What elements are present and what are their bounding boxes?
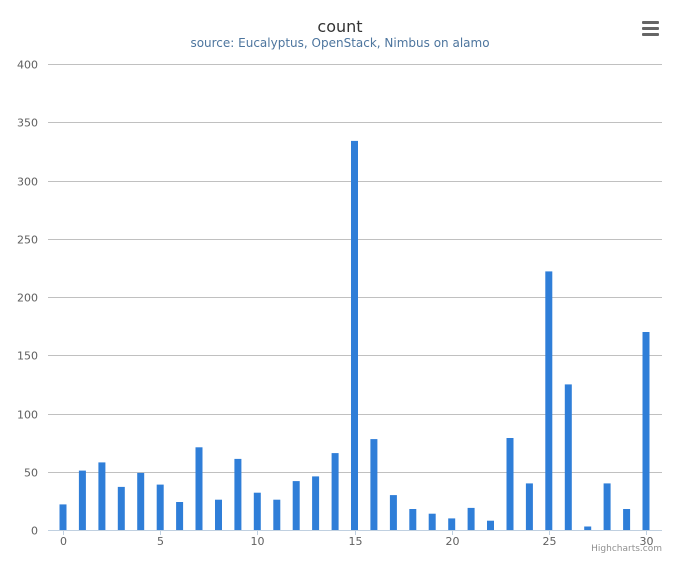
x-tick-label: 25 bbox=[543, 535, 557, 548]
bar bbox=[331, 453, 339, 530]
bar bbox=[389, 495, 397, 530]
bar bbox=[545, 271, 553, 530]
bar bbox=[409, 509, 417, 530]
bar bbox=[448, 518, 456, 530]
y-tick-label: 50 bbox=[24, 467, 38, 480]
bar bbox=[351, 140, 358, 530]
bar bbox=[156, 484, 164, 530]
y-tick-label: 400 bbox=[17, 59, 38, 72]
bars bbox=[59, 140, 650, 530]
y-axis-labels: 0 50 100 150 200 250 300 350 400 bbox=[17, 59, 38, 538]
x-tick-label: 15 bbox=[349, 535, 363, 548]
bar bbox=[253, 492, 261, 530]
x-tick-label: 0 bbox=[60, 535, 67, 548]
y-tick-label: 100 bbox=[17, 409, 38, 422]
bar bbox=[292, 481, 300, 530]
x-tick-label: 5 bbox=[157, 535, 164, 548]
y-tick-label: 150 bbox=[17, 350, 38, 363]
bar bbox=[312, 476, 320, 530]
chart-title: count bbox=[317, 17, 363, 36]
y-tick-label: 350 bbox=[17, 117, 38, 130]
y-tick-label: 0 bbox=[31, 525, 38, 538]
y-tick-label: 200 bbox=[17, 292, 38, 305]
y-tick-label: 300 bbox=[17, 176, 38, 189]
bar bbox=[525, 483, 533, 530]
bar bbox=[195, 447, 203, 530]
bar bbox=[137, 472, 145, 530]
bar bbox=[564, 384, 572, 530]
bar bbox=[623, 509, 631, 530]
bar bbox=[117, 486, 125, 530]
bar bbox=[467, 507, 475, 530]
chart-subtitle: source: Eucalyptus, OpenStack, Nimbus on… bbox=[190, 36, 490, 50]
bar bbox=[98, 462, 106, 530]
bar bbox=[642, 332, 650, 530]
bar bbox=[370, 439, 378, 530]
bar bbox=[234, 458, 242, 530]
x-tick-label: 10 bbox=[251, 535, 265, 548]
bar bbox=[506, 438, 514, 530]
menu-bar bbox=[642, 27, 659, 30]
bar bbox=[215, 499, 222, 530]
bar bbox=[584, 526, 592, 530]
bar bbox=[273, 499, 281, 530]
bar bbox=[59, 504, 67, 530]
bar bbox=[603, 483, 611, 530]
bar bbox=[78, 470, 86, 530]
x-axis: 0 5 10 15 20 25 30 bbox=[48, 530, 662, 548]
credits-link[interactable]: Highcharts.com bbox=[591, 544, 662, 554]
menu-bar bbox=[642, 33, 659, 36]
menu-button[interactable] bbox=[638, 18, 664, 40]
x-tick-label: 20 bbox=[446, 535, 460, 548]
menu-bar bbox=[642, 21, 659, 24]
x-tick-label: 30 bbox=[640, 535, 654, 548]
bar bbox=[428, 513, 436, 530]
bar bbox=[487, 520, 494, 530]
bar bbox=[176, 502, 184, 530]
y-tick-label: 250 bbox=[17, 234, 38, 247]
